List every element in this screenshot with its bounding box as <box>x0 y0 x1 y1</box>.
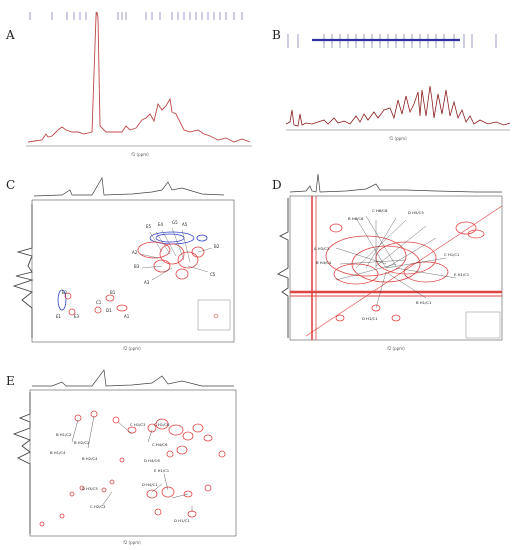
cross-peak-label: D H1/C1 <box>174 518 190 523</box>
peak-label: C1 <box>96 300 102 305</box>
x-axis-label: f2 (ppm) <box>387 346 405 351</box>
peak-label: G5 <box>172 220 178 225</box>
cross-peak-label: C H1/C6 <box>154 422 170 427</box>
cross-peak-label: B H4/C4 <box>316 260 332 265</box>
panel-label-b: B <box>272 28 281 42</box>
cross-peak-label: C H6/C6 <box>372 208 388 213</box>
cross-peak-label: D H5/C5 <box>408 210 424 215</box>
contour-cluster-red <box>64 241 205 316</box>
peak-label: A3 <box>144 280 150 285</box>
x-axis-label: f2 (ppm) <box>123 346 141 351</box>
panel-label-a: A <box>6 28 15 42</box>
peak-label: B1 <box>110 290 116 295</box>
leader-lines <box>139 227 213 281</box>
leader-lines <box>71 415 193 512</box>
peak-label: E4 <box>158 222 164 227</box>
peak-label: A2 <box>132 250 138 255</box>
panel-b-13c-spectrum: f1 (ppm) <box>285 34 511 141</box>
cross-peak-labels: C H6/C6 B H6/C6 D H5/C5 A H3/C3 B H4/C4 … <box>314 208 470 321</box>
panel-c-hsqc-spectrum: E2 E1 E3 A1 B1 C1 D1 E5 E4 G5 A2 B3 A3 A… <box>12 176 235 351</box>
peak-label: E5 <box>146 224 152 229</box>
inset-box <box>465 311 501 339</box>
cross-peak-label: B H6/C6 <box>348 216 364 221</box>
inset-box <box>197 299 231 331</box>
cross-peak-label: A H3/C3 <box>314 246 330 251</box>
contour-field <box>39 410 226 527</box>
peak-label: E1 <box>56 314 62 319</box>
top-projection <box>33 176 225 197</box>
plot-frame <box>29 389 237 537</box>
cross-peak-labels: B H1/C2 B H1/C4 B H2/C2 C H1/C3 C H1/C6 … <box>50 422 190 523</box>
x-axis-label: f1 (ppm) <box>131 152 149 157</box>
left-projection <box>276 198 289 338</box>
cross-peak-label: D H4/C6 <box>144 458 160 463</box>
plot-frame <box>31 199 235 343</box>
panel-label-d: D <box>272 178 282 192</box>
cross-peak-label: E H1/C1 <box>154 468 170 473</box>
x-axis-label: f1 (ppm) <box>389 136 407 141</box>
13c-spectrum-trace <box>285 85 511 127</box>
peak-label: E3 <box>74 314 80 319</box>
cross-peak-label: C H1/C3 <box>130 422 146 427</box>
plot-frame <box>289 195 503 341</box>
left-projection <box>12 204 34 338</box>
cross-peak-label: B H1/C2 <box>56 432 72 437</box>
peak-label: C5 <box>210 272 216 277</box>
cross-peak-label: B H1/C1 <box>416 300 432 305</box>
cross-peak-label: E H1/C1 <box>454 272 470 277</box>
cross-peak-label: B H2/C4 <box>82 456 98 461</box>
peak-label: B2 <box>214 244 220 249</box>
peak-labels: E2 E1 E3 A1 B1 C1 D1 E5 E4 G5 A2 B3 A3 A… <box>56 220 220 319</box>
peak-label: E2 <box>62 290 68 295</box>
cross-peak-label: C H2/C3 <box>90 504 106 509</box>
cross-peak-label: D H3/C5 <box>82 486 98 491</box>
cross-peak-label: C H4/C6 <box>152 442 168 447</box>
peak-annotation-bar <box>29 12 243 20</box>
peak-label: B3 <box>134 264 140 269</box>
cross-peak-label: B H1/C4 <box>50 450 66 455</box>
panel-d-cosy-spectrum: C H6/C6 B H6/C6 D H5/C5 A H3/C3 B H4/C4 … <box>276 173 503 351</box>
left-projection <box>12 392 31 534</box>
peak-label: A5 <box>182 222 188 227</box>
cross-peak-label: B H2/C2 <box>74 440 90 445</box>
cross-peak-label: D H4/C1 <box>142 482 158 487</box>
peak-label: D1 <box>106 308 112 313</box>
panel-label-e: E <box>6 374 15 388</box>
cross-peak-label: C H1/C1 <box>444 252 460 257</box>
x-axis-label: f2 (ppm) <box>123 540 141 545</box>
panel-label-c: C <box>6 178 16 192</box>
peak-label: A1 <box>124 314 130 319</box>
inset-contour <box>213 313 219 319</box>
contour-field <box>325 221 485 322</box>
panel-a-1h-spectrum: f1 (ppm) <box>26 11 252 157</box>
contour-cluster-blue <box>57 231 208 311</box>
cross-peak-label: D H1/C1 <box>362 316 378 321</box>
leader-lines <box>335 215 457 309</box>
top-projection <box>289 173 502 193</box>
panel-e-hmbc-spectrum: B H1/C2 B H1/C4 B H2/C2 C H1/C3 C H1/C6 … <box>12 369 237 545</box>
1h-spectrum-trace <box>27 11 251 143</box>
top-projection <box>32 369 234 387</box>
